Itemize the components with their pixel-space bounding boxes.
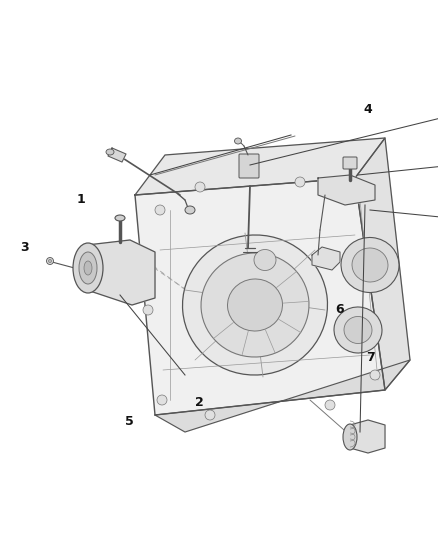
Ellipse shape: [295, 177, 305, 187]
Polygon shape: [135, 138, 385, 195]
Ellipse shape: [115, 215, 125, 221]
Ellipse shape: [344, 317, 372, 343]
Text: 5: 5: [125, 415, 134, 427]
Ellipse shape: [46, 257, 53, 264]
Polygon shape: [350, 420, 385, 453]
Ellipse shape: [370, 370, 380, 380]
Text: 1: 1: [77, 193, 85, 206]
Ellipse shape: [355, 190, 365, 200]
Text: 3: 3: [20, 241, 28, 254]
Ellipse shape: [185, 206, 195, 214]
Text: 2: 2: [195, 396, 204, 409]
Ellipse shape: [343, 424, 357, 450]
Polygon shape: [155, 360, 410, 432]
Ellipse shape: [352, 248, 388, 282]
Ellipse shape: [195, 182, 205, 192]
Ellipse shape: [254, 249, 276, 271]
Ellipse shape: [49, 260, 52, 262]
Ellipse shape: [334, 307, 382, 353]
Text: 4: 4: [364, 103, 372, 116]
Polygon shape: [312, 247, 340, 270]
Ellipse shape: [143, 305, 153, 315]
Ellipse shape: [325, 400, 335, 410]
Polygon shape: [87, 240, 155, 305]
Ellipse shape: [79, 252, 97, 284]
Ellipse shape: [183, 235, 328, 375]
Ellipse shape: [227, 279, 283, 331]
Polygon shape: [108, 148, 126, 162]
FancyBboxPatch shape: [239, 154, 259, 178]
Text: 7: 7: [366, 351, 374, 364]
Ellipse shape: [84, 261, 92, 275]
Ellipse shape: [157, 395, 167, 405]
Ellipse shape: [234, 138, 241, 144]
Ellipse shape: [73, 243, 103, 293]
Polygon shape: [318, 175, 375, 205]
Ellipse shape: [201, 253, 309, 357]
Text: 6: 6: [335, 303, 344, 316]
Ellipse shape: [205, 410, 215, 420]
Polygon shape: [135, 178, 385, 415]
Ellipse shape: [106, 149, 114, 155]
Ellipse shape: [155, 205, 165, 215]
FancyBboxPatch shape: [343, 157, 357, 169]
Polygon shape: [355, 138, 410, 390]
Ellipse shape: [341, 238, 399, 293]
